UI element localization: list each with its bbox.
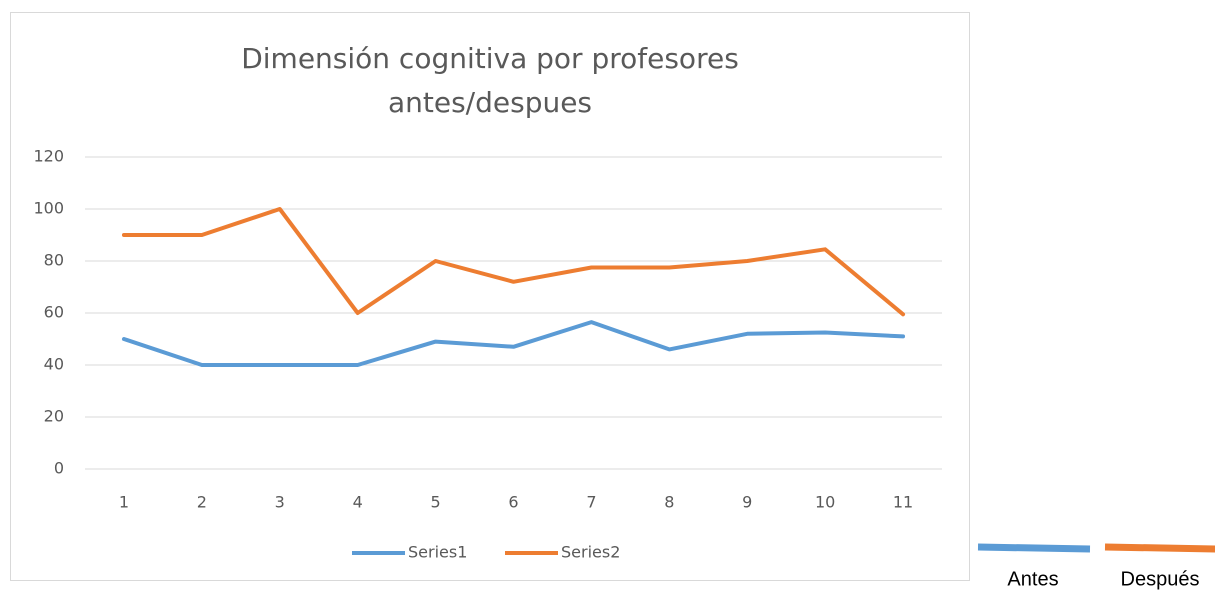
x-tick-label: 8: [664, 493, 674, 512]
x-tick-label: 3: [275, 493, 285, 512]
x-tick-label: 7: [586, 493, 596, 512]
legend-label: Series1: [408, 543, 467, 562]
y-tick-label: 40: [44, 355, 64, 374]
chart-title: Dimensión cognitiva por profesores: [241, 42, 739, 75]
x-tick-label: 9: [742, 493, 752, 512]
x-tick-label: 4: [353, 493, 363, 512]
x-tick-label: 1: [119, 493, 129, 512]
y-tick-label: 0: [54, 459, 64, 478]
x-tick-label: 11: [893, 493, 913, 512]
x-tick-label: 2: [197, 493, 207, 512]
extra-legend-swatch: [1104, 543, 1215, 553]
series-line: [121, 207, 906, 317]
y-tick-label: 20: [44, 407, 64, 426]
x-tick-label: 10: [815, 493, 835, 512]
legend-label: Series2: [561, 543, 620, 562]
y-tick-label: 60: [44, 303, 64, 322]
extra-legend-label: Después: [1121, 568, 1200, 590]
extra-legend-swatch: [977, 543, 1091, 553]
y-tick-label: 120: [33, 147, 64, 166]
x-tick-label: 5: [430, 493, 440, 512]
y-tick-label: 80: [44, 251, 64, 270]
x-tick-label: 6: [508, 493, 518, 512]
extra-legend-label: Antes: [1007, 568, 1058, 590]
y-tick-label: 100: [33, 199, 64, 218]
series-line: [121, 320, 906, 367]
chart-title: antes/despues: [388, 86, 592, 119]
chart-frame: [10, 12, 970, 581]
